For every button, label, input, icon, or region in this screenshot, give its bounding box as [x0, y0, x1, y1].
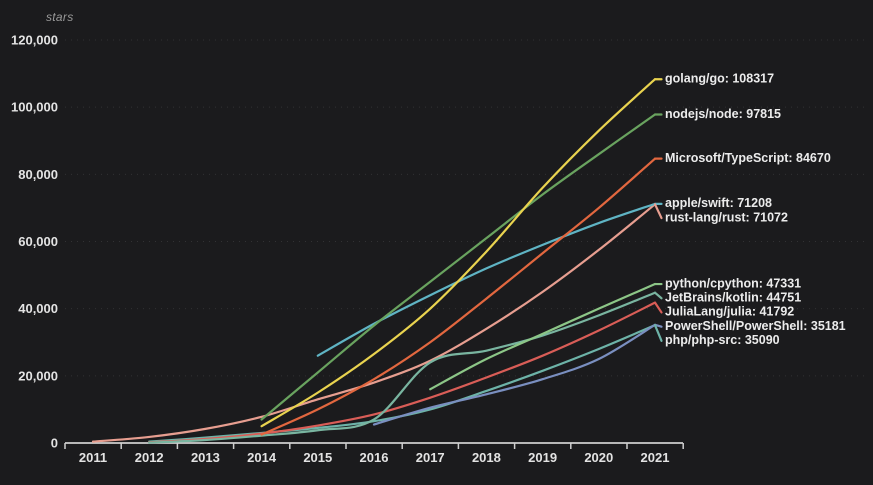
y-axis-tick-label: 20,000	[18, 368, 58, 383]
series-line-python-cpython[interactable]	[429, 282, 657, 391]
x-axis-tick-label: 2021	[641, 450, 670, 465]
series-line-jetbrains-kotlin[interactable]	[148, 291, 657, 444]
series-label-rust-lang-rust: rust-lang/rust: 71072	[665, 210, 788, 224]
series-label-leader	[653, 324, 663, 342]
series-label-nodejs-node: nodejs/node: 97815	[665, 107, 781, 121]
series-line-rust-lang-rust[interactable]	[91, 203, 657, 443]
x-axis-tick-label: 2020	[584, 450, 613, 465]
series-label-powershell-powershell: PowerShell/PowerShell: 35181	[665, 319, 846, 333]
series-label-microsoft-typescript: Microsoft/TypeScript: 84670	[665, 151, 831, 165]
x-axis-tick-label: 2011	[79, 450, 107, 465]
y-axis-tick-label: 80,000	[18, 167, 58, 182]
series-label-leader	[653, 301, 663, 314]
series-line-apple-swift[interactable]	[316, 202, 657, 357]
x-axis-tick-label: 2018	[472, 450, 501, 465]
series-label-apple-swift: apple/swift: 71208	[665, 196, 772, 210]
series-line-golang-go[interactable]	[260, 78, 657, 428]
x-axis-tick-label: 2014	[247, 450, 277, 465]
y-axis-tick-label: 40,000	[18, 301, 58, 316]
x-axis-tick-label: 2016	[360, 450, 389, 465]
series-label-jetbrains-kotlin: JetBrains/kotlin: 44751	[665, 291, 801, 305]
series-label-leader	[653, 291, 663, 300]
series-line-microsoft-typescript[interactable]	[260, 157, 657, 436]
y-axis-tick-label: 60,000	[18, 234, 58, 249]
series-label-julialang-julia: JuliaLang/julia: 41792	[665, 305, 794, 319]
y-axis-tick-label: 100,000	[11, 100, 58, 115]
x-axis-tick-label: 2013	[191, 450, 220, 465]
series-line-nodejs-node[interactable]	[260, 113, 657, 421]
x-axis-tick-label: 2017	[416, 450, 445, 465]
x-axis-tick-label: 2019	[528, 450, 557, 465]
series-label-python-cpython: python/cpython: 47331	[665, 276, 801, 290]
series-label-php-php-src: php/php-src: 35090	[665, 333, 780, 347]
series-line-powershell-powershell[interactable]	[372, 323, 657, 426]
x-axis-tick-label: 2012	[135, 450, 164, 465]
y-axis-title: stars	[46, 10, 74, 24]
x-axis-tick-label: 2015	[303, 450, 332, 465]
y-axis-tick-label: 120,000	[11, 33, 58, 48]
series-line-julialang-julia[interactable]	[148, 301, 657, 444]
series-label-leader	[653, 203, 663, 220]
y-axis-tick-label: 0	[51, 436, 58, 451]
series-label-golang-go: golang/go: 108317	[665, 72, 774, 86]
